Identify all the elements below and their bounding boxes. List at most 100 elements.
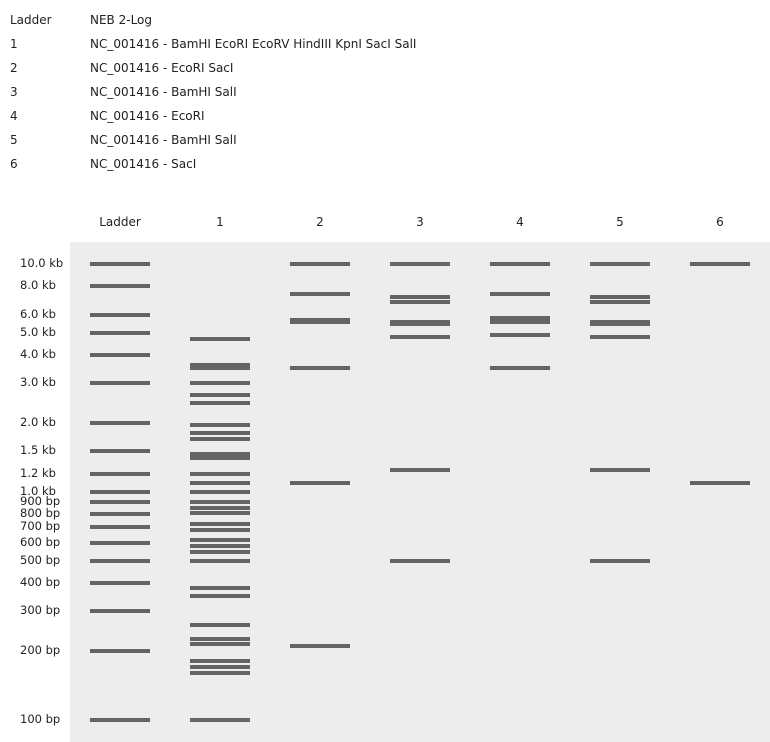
marker-label: 5.0 kb	[20, 325, 56, 339]
gel-band	[590, 467, 650, 472]
gel-band	[390, 467, 450, 472]
legend-description: NEB 2-Log	[90, 13, 153, 27]
gel-band	[590, 262, 650, 266]
gel-band	[290, 365, 350, 370]
gel-band	[190, 593, 250, 598]
gel-band	[590, 559, 650, 563]
gel-band	[490, 262, 550, 266]
gel-band	[390, 300, 450, 305]
gel-image	[70, 242, 770, 742]
marker-label: 3.0 kb	[20, 375, 56, 389]
marker-label: 300 bp	[20, 603, 61, 617]
gel-band	[590, 300, 650, 305]
gel-band	[190, 528, 250, 532]
gel-band	[190, 490, 250, 494]
lane-header: Ladder	[99, 215, 141, 229]
gel-band	[390, 559, 450, 563]
gel-band	[190, 522, 250, 527]
lane-header: 4	[516, 215, 524, 229]
gel-band	[190, 505, 250, 510]
marker-label: 4.0 kb	[20, 347, 56, 361]
gel-band	[90, 381, 150, 385]
gel-band	[590, 321, 650, 326]
gel-band	[190, 365, 250, 370]
gel-band	[590, 294, 650, 299]
gel-band	[90, 449, 150, 453]
lane-header: 1	[216, 215, 224, 229]
gel-band	[390, 321, 450, 326]
gel-band	[190, 363, 250, 368]
gel-band	[190, 537, 250, 542]
gel-band	[190, 500, 250, 504]
marker-label: 600 bp	[20, 535, 61, 549]
marker-label: 200 bp	[20, 643, 61, 657]
gel-band	[90, 541, 150, 545]
lane-header: 6	[716, 215, 724, 229]
gel-band	[190, 423, 250, 428]
gel-band	[190, 431, 250, 436]
gel-band	[690, 262, 750, 266]
marker-label: 10.0 kb	[20, 256, 64, 270]
marker-label: 6.0 kb	[20, 307, 56, 321]
gel-band	[90, 581, 150, 585]
legend-key: 1	[10, 37, 18, 51]
gel-band	[690, 480, 750, 485]
gel-band	[390, 294, 450, 299]
gel-band	[190, 381, 250, 385]
gel-band	[290, 480, 350, 485]
gel-band	[190, 393, 250, 398]
gel-band	[190, 623, 250, 628]
gel-band	[90, 284, 150, 288]
marker-label: 900 bp	[20, 494, 61, 508]
gel-band	[90, 472, 150, 476]
marker-label: 800 bp	[20, 506, 61, 520]
gel-band	[490, 291, 550, 296]
legend-key: 5	[10, 133, 18, 147]
legend-description: NC_001416 - BamHI SalI	[90, 133, 237, 147]
lane-header: 2	[316, 215, 324, 229]
marker-label: 100 bp	[20, 712, 61, 726]
gel-band	[490, 332, 550, 337]
gel-band	[90, 331, 150, 335]
gel-band	[290, 644, 350, 649]
gel-band	[90, 512, 150, 516]
gel-band	[90, 353, 150, 357]
gel-band	[190, 480, 250, 485]
gel-band	[190, 456, 250, 461]
gel-band	[290, 291, 350, 296]
gel-band	[190, 641, 250, 646]
gel-band	[190, 659, 250, 664]
gel-band	[190, 452, 250, 457]
legend-description: NC_001416 - EcoRI	[90, 109, 205, 123]
gel-band	[90, 490, 150, 494]
legend-key: 3	[10, 85, 18, 99]
gel-band	[190, 671, 250, 676]
legend-key: 2	[10, 61, 18, 75]
gel-band	[290, 262, 350, 266]
gel-band	[190, 637, 250, 642]
gel-band	[190, 472, 250, 476]
marker-label: 8.0 kb	[20, 278, 56, 292]
lane-header: 5	[616, 215, 624, 229]
gel-band	[90, 500, 150, 504]
legend-description: NC_001416 - EcoRI SacI	[90, 61, 234, 75]
marker-label: 400 bp	[20, 575, 61, 589]
gel-band	[190, 544, 250, 549]
legend-key: Ladder	[10, 13, 52, 27]
marker-label: 500 bp	[20, 553, 61, 567]
gel-band	[190, 436, 250, 441]
gel-band	[90, 313, 150, 317]
gel-band	[190, 559, 250, 563]
lane-header: 3	[416, 215, 424, 229]
gel-band	[90, 525, 150, 529]
gel-band	[190, 510, 250, 515]
gel-band	[90, 609, 150, 613]
gel-band	[490, 316, 550, 321]
gel-band	[190, 585, 250, 590]
gel-band	[90, 559, 150, 563]
gel-band	[90, 262, 150, 266]
gel-band	[390, 262, 450, 266]
marker-label: 2.0 kb	[20, 415, 56, 429]
legend-key: 6	[10, 157, 18, 171]
gel-band	[190, 718, 250, 722]
